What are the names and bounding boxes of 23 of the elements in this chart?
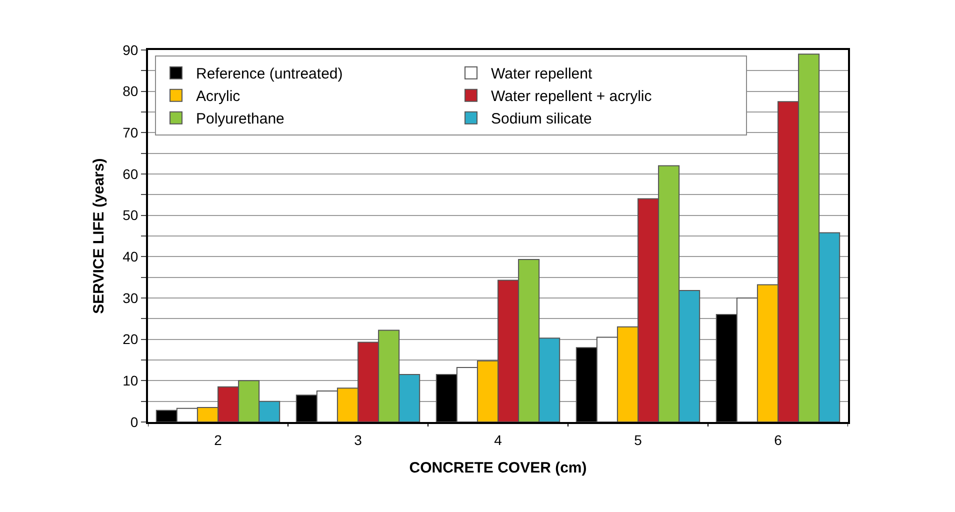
x-tick-label: 4 xyxy=(494,432,502,448)
y-tick-label: 60 xyxy=(122,166,138,182)
y-axis-title: SERVICE LIFE (years) xyxy=(90,158,108,314)
y-tick-label: 80 xyxy=(122,83,138,100)
y-tick-label: 50 xyxy=(122,207,138,224)
x-tick-label: 2 xyxy=(214,432,222,448)
x-tick-label: 5 xyxy=(634,432,642,448)
y-tick-label: 40 xyxy=(122,248,138,265)
x-tick-label: 6 xyxy=(774,432,782,448)
legend-label: Acrylic xyxy=(196,88,241,106)
legend-label: Sodium silicate xyxy=(491,110,592,128)
x-tick-label: 3 xyxy=(354,432,362,448)
y-tick-label: 70 xyxy=(122,124,138,141)
y-tick-label: 20 xyxy=(122,331,138,348)
y-tick-label: 90 xyxy=(122,42,138,58)
legend-label: Reference (untreated) xyxy=(196,66,343,83)
y-tick-label: 0 xyxy=(130,414,138,430)
legend-label: Polyurethane xyxy=(196,110,284,128)
y-tick-label: 30 xyxy=(122,290,138,306)
y-tick-label: 10 xyxy=(122,372,138,389)
legend-label: Water repellent + acrylic xyxy=(491,88,652,106)
legend-label: Water repellent xyxy=(491,66,593,83)
x-axis-title: CONCRETE COVER (cm) xyxy=(409,459,587,476)
